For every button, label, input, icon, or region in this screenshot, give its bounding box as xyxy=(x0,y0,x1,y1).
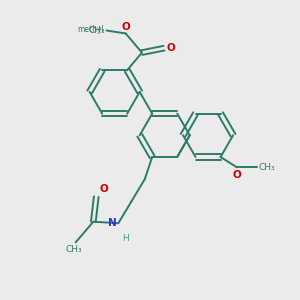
Text: CH₃: CH₃ xyxy=(88,26,105,35)
Text: methyl: methyl xyxy=(77,25,103,34)
Text: O: O xyxy=(232,170,241,180)
Text: CH₃: CH₃ xyxy=(259,163,275,172)
Text: CH₃: CH₃ xyxy=(66,245,82,254)
Text: O: O xyxy=(99,184,108,194)
Text: O: O xyxy=(121,22,130,32)
Text: O: O xyxy=(166,43,175,53)
Text: H: H xyxy=(122,233,129,242)
Text: N: N xyxy=(108,218,117,228)
